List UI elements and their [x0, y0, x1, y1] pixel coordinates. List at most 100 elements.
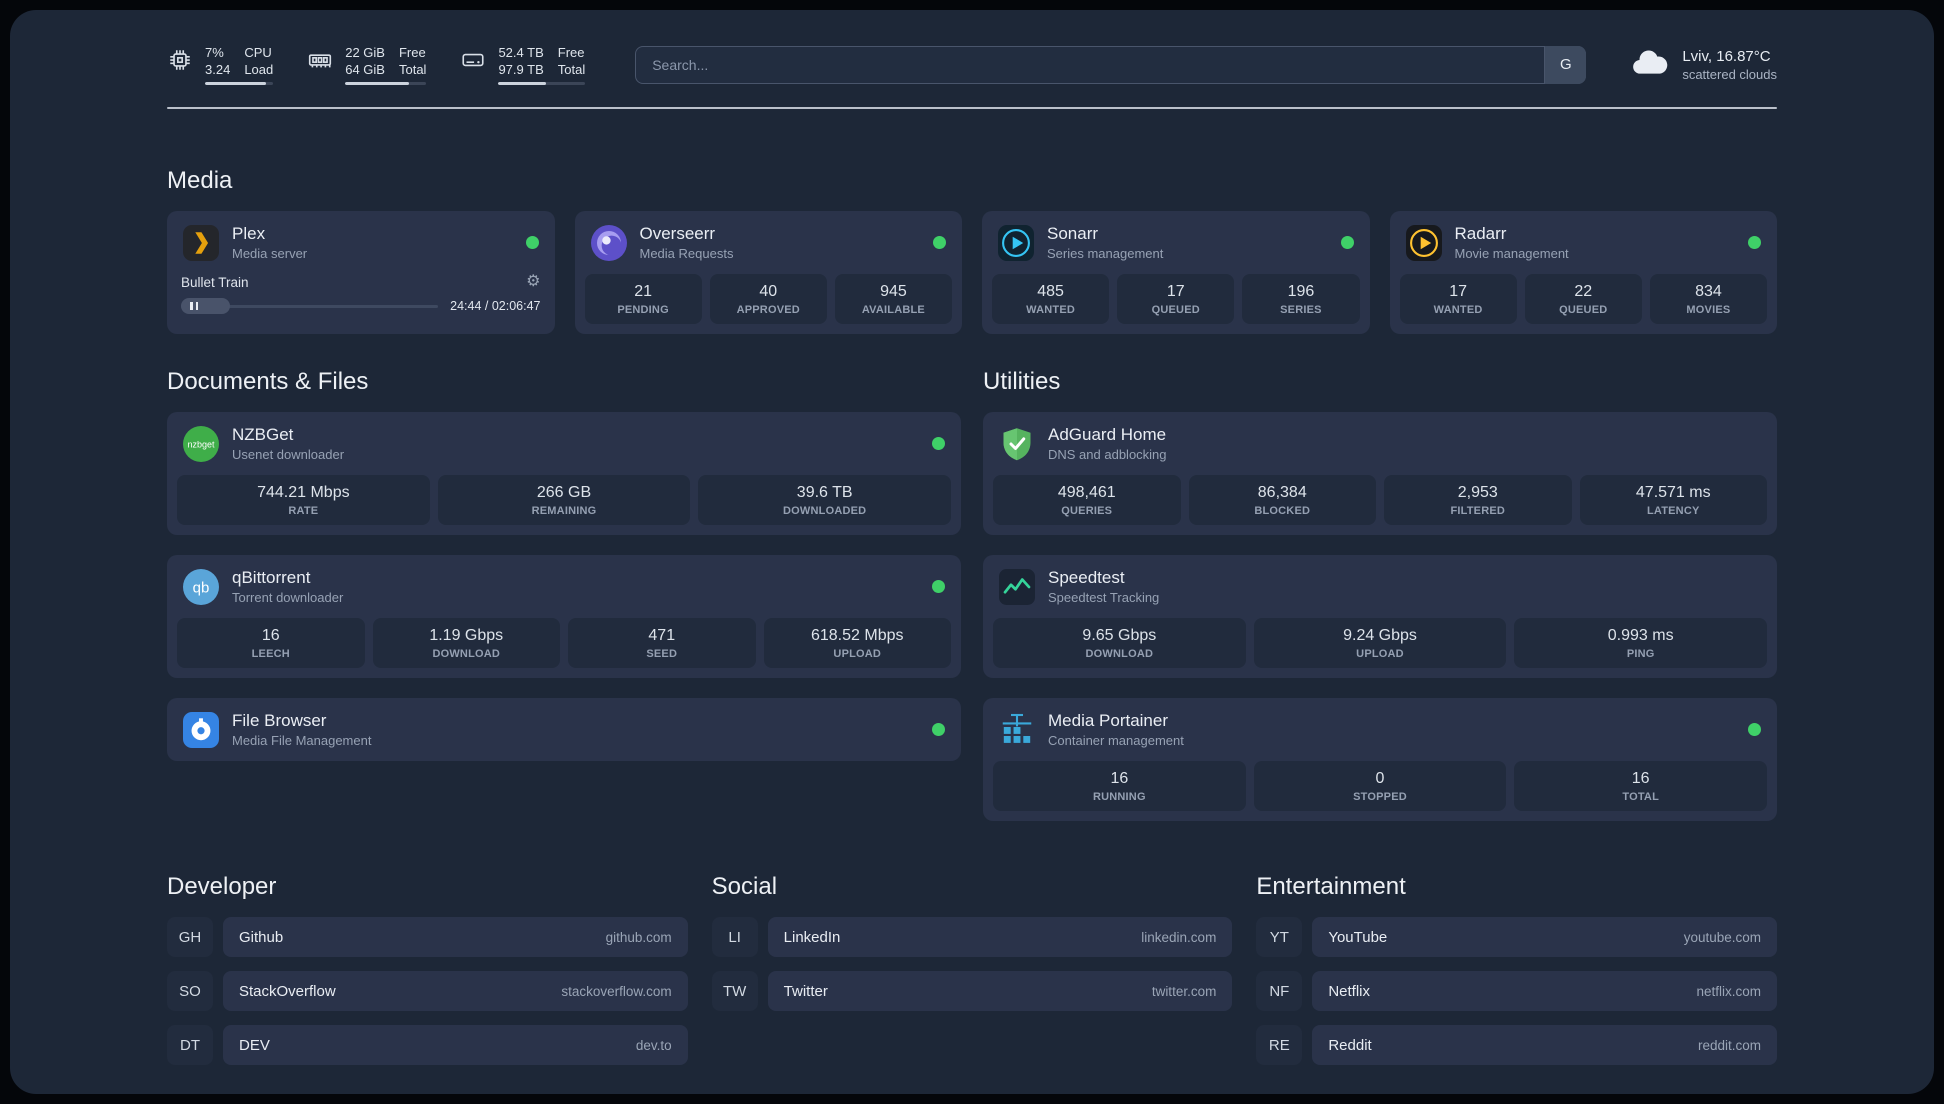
bookmark-link-github[interactable]: Github github.com [223, 917, 688, 957]
bookmark-link-dev[interactable]: DEV dev.to [223, 1025, 688, 1065]
memory-total-label: Total [398, 62, 427, 77]
header-divider [167, 107, 1777, 109]
stat-label: QUEUED [1559, 304, 1608, 316]
service-card-plex: Plex Media server Bullet Train ⚙ [167, 211, 555, 334]
service-desc: Movie management [1454, 246, 1569, 261]
stat-value: 266 GB [536, 484, 592, 501]
stat-available: 945 AVAILABLE [834, 274, 953, 324]
service-card-portainer: Media Portainer Container management 16 … [983, 698, 1777, 821]
bookmark-group-social: Social LI LinkedIn linkedin.com TW Twitt… [711, 873, 1233, 1079]
nzbget-icon: nzbget [183, 425, 219, 462]
bookmark-row-twitter: TW Twitter twitter.com [711, 971, 1233, 1011]
sonarr-icon [998, 224, 1034, 261]
bookmark-name: StackOverflow [239, 982, 336, 1000]
service-name: NZBGet [232, 425, 294, 444]
speedtest-link[interactable]: Speedtest Speedtest Tracking [983, 555, 1777, 618]
bookmark-link-twitter[interactable]: Twitter twitter.com [767, 971, 1233, 1011]
bookmark-name: Reddit [1328, 1036, 1372, 1054]
stat-label: SERIES [1280, 304, 1322, 316]
disk-widget: 52.4 TB 97.9 TB Free Total [460, 44, 586, 85]
stat-series: 196 SERIES [1242, 274, 1360, 324]
bookmark-url: dev.to [635, 1037, 672, 1053]
adguard-icon [999, 426, 1035, 462]
stat-value: 498,461 [1057, 484, 1116, 501]
stat-label: DOWNLOAD [432, 648, 501, 660]
qbittorrent-link[interactable]: qb qBittorrent Torrent downloader [167, 555, 961, 618]
stat-ping: 0.993 ms PING [1514, 618, 1768, 668]
plex-link[interactable]: Plex Media server [167, 211, 555, 274]
portainer-icon [999, 712, 1035, 748]
search-input[interactable] [635, 45, 1587, 84]
stat-movies: 834 MOVIES [1649, 274, 1768, 324]
sonarr-link[interactable]: Sonarr Series management [982, 211, 1370, 274]
adguard-link[interactable]: AdGuard Home DNS and adblocking [983, 412, 1777, 475]
playback-progress-bar[interactable] [181, 298, 439, 314]
stat-value: 40 [759, 283, 778, 300]
stat-wanted: 17 WANTED [1399, 274, 1517, 324]
weather-location-temp: Lviv, 16.87°C [1682, 47, 1771, 65]
service-desc: Torrent downloader [232, 590, 344, 605]
stat-latency: 47.571 ms LATENCY [1579, 475, 1767, 525]
stat-label: MOVIES [1686, 304, 1731, 316]
radarr-link[interactable]: Radarr Movie management [1390, 211, 1778, 274]
stat-value: 485 [1037, 283, 1064, 300]
stat-value: 0 [1375, 770, 1385, 787]
stat-value: 16 [1631, 770, 1650, 787]
filebrowser-link[interactable]: File Browser Media File Management [167, 698, 961, 761]
disk-free-value: 52.4 TB [498, 45, 544, 60]
stat-label: TOTAL [1622, 791, 1659, 803]
portainer-link[interactable]: Media Portainer Container management [983, 698, 1777, 761]
bookmark-link-reddit[interactable]: Reddit reddit.com [1312, 1025, 1777, 1065]
bookmark-url: stackoverflow.com [561, 983, 672, 999]
stat-label: FILTERED [1450, 505, 1506, 517]
overseerr-link[interactable]: Overseerr Media Requests [575, 211, 963, 274]
bookmark-link-youtube[interactable]: YouTube youtube.com [1312, 917, 1777, 957]
service-name: Media Portainer [1048, 711, 1169, 730]
bookmark-url: reddit.com [1697, 1037, 1761, 1053]
stat-value: 0.993 ms [1607, 627, 1674, 644]
status-dot [933, 236, 946, 249]
stat-filtered: 2,953 FILTERED [1384, 475, 1572, 525]
section-title-entertainment: Entertainment [1256, 873, 1406, 900]
stat-total: 16 TOTAL [1514, 761, 1768, 811]
bookmark-url: youtube.com [1683, 929, 1761, 945]
bookmark-url: twitter.com [1151, 983, 1217, 999]
cpu-icon [167, 47, 193, 73]
bookmark-group-entertainment: Entertainment YT YouTube youtube.com NF … [1256, 873, 1777, 1079]
cloud-icon [1630, 47, 1670, 82]
bookmark-abbr: NF [1256, 971, 1303, 1011]
stat-value: 834 [1695, 283, 1722, 300]
stat-label: UPLOAD [833, 648, 882, 660]
section-title-social: Social [711, 873, 778, 900]
stat-leech: 16 LEECH [177, 618, 365, 668]
disk-total-label: Total [557, 62, 586, 77]
service-card-sonarr: Sonarr Series management 485 WANTED 17 Q… [982, 211, 1370, 334]
stat-downloaded: 39.6 TB DOWNLOADED [698, 475, 952, 525]
status-dot [932, 723, 945, 736]
stat-value: 17 [1166, 283, 1185, 300]
service-desc: DNS and adblocking [1048, 447, 1167, 462]
bookmark-row-stackoverflow: SO StackOverflow stackoverflow.com [167, 971, 688, 1011]
bookmark-name: Twitter [783, 982, 828, 1000]
status-dot [932, 580, 945, 593]
nzbget-link[interactable]: nzbget NZBGet Usenet downloader [167, 412, 961, 475]
service-card-filebrowser: File Browser Media File Management [167, 698, 961, 761]
stat-value: 9.65 Gbps [1082, 627, 1157, 644]
bookmark-link-netflix[interactable]: Netflix netflix.com [1312, 971, 1777, 1011]
pause-icon[interactable] [190, 302, 198, 310]
stat-blocked: 86,384 BLOCKED [1188, 475, 1376, 525]
cpu-label: CPU [244, 45, 272, 60]
radarr-icon [1405, 224, 1442, 261]
weather-widget[interactable]: Lviv, 16.87°C scattered clouds [1630, 47, 1777, 82]
bookmark-row-netflix: NF Netflix netflix.com [1256, 971, 1777, 1011]
stat-running: 16 RUNNING [993, 761, 1246, 811]
bookmark-row-youtube: YT YouTube youtube.com [1256, 917, 1777, 957]
stat-label: DOWNLOADED [783, 505, 867, 517]
gear-icon[interactable]: ⚙ [526, 273, 541, 290]
search-bar: G [635, 45, 1587, 84]
bookmark-link-stackoverflow[interactable]: StackOverflow stackoverflow.com [223, 971, 688, 1011]
filebrowser-icon [183, 711, 219, 748]
search-provider-button[interactable]: G [1544, 45, 1587, 84]
bookmark-link-linkedin[interactable]: LinkedIn linkedin.com [767, 917, 1233, 957]
stat-upload: 618.52 Mbps UPLOAD [763, 618, 951, 668]
